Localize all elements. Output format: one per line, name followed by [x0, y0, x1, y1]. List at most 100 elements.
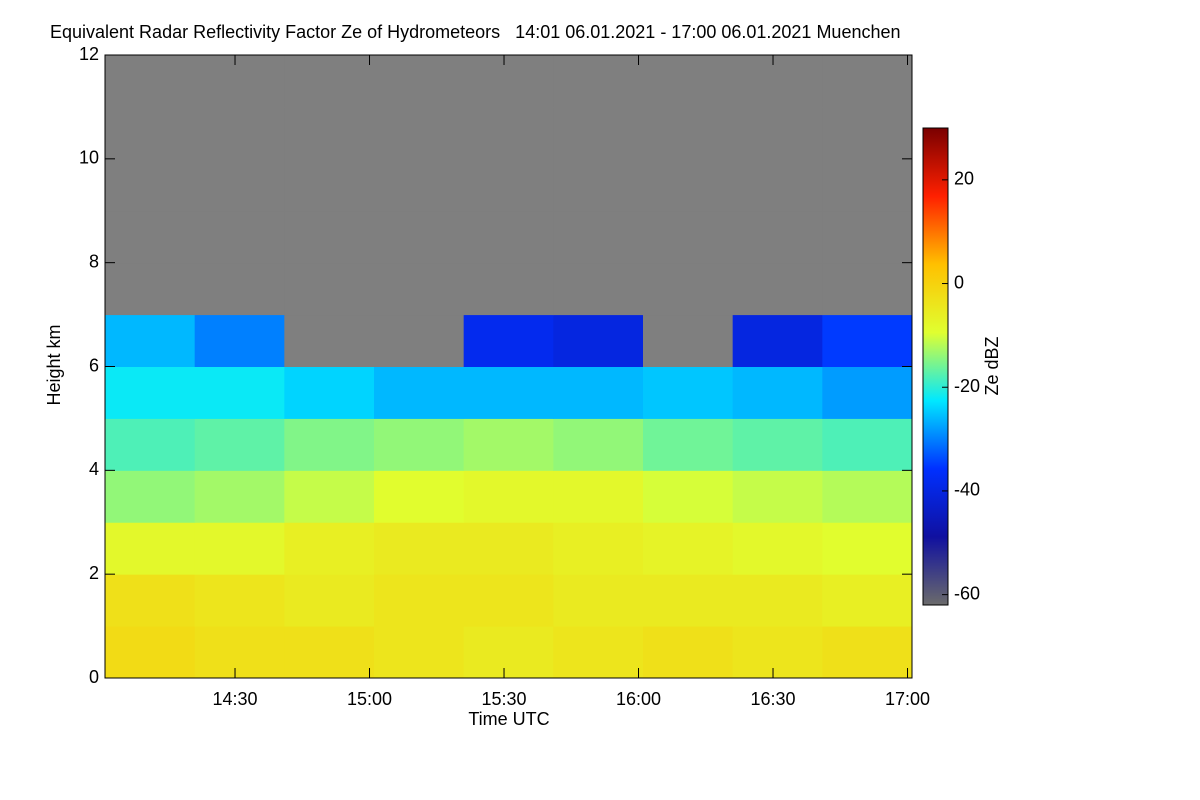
- heatmap-cell: [374, 262, 465, 316]
- heatmap-cell: [463, 522, 554, 575]
- heatmap-cell: [822, 574, 913, 627]
- heatmap-cell: [643, 418, 734, 471]
- heatmap-cell: [643, 106, 734, 160]
- heatmap-cell: [463, 158, 554, 212]
- heatmap-cell: [643, 314, 734, 367]
- heatmap-cell: [732, 522, 823, 575]
- x-tick-label: 14:30: [212, 689, 257, 709]
- heatmap-cell: [463, 106, 554, 160]
- heatmap-cell: [194, 418, 285, 471]
- heatmap-cell: [553, 158, 644, 212]
- heatmap-cell: [732, 314, 823, 367]
- heatmap-cell: [374, 366, 465, 419]
- heatmap-cell: [643, 55, 734, 108]
- heatmap-cell: [105, 366, 196, 419]
- heatmap-cell: [732, 55, 823, 108]
- heatmap-cell: [822, 314, 913, 367]
- heatmap-cell: [194, 210, 285, 264]
- heatmap-cell: [284, 314, 375, 367]
- heatmap-cell: [732, 106, 823, 160]
- heatmap-cell: [105, 314, 196, 367]
- heatmap-cell: [194, 574, 285, 627]
- heatmap-cell: [284, 574, 375, 627]
- heatmap-cell: [284, 366, 375, 419]
- heatmap-cell: [822, 106, 913, 160]
- heatmap-cell: [463, 626, 554, 679]
- heatmap-cell: [822, 470, 913, 523]
- heatmap-cell: [732, 418, 823, 471]
- heatmap-cell: [643, 210, 734, 264]
- y-axis-label: Height km: [44, 324, 64, 405]
- heatmap-cell: [105, 262, 196, 316]
- heatmap-cell: [463, 210, 554, 264]
- colorbar-tick-label: -60: [954, 583, 980, 603]
- heatmap-cell: [822, 626, 913, 679]
- heatmap-cell: [374, 418, 465, 471]
- y-tick-label: 6: [89, 355, 99, 375]
- heatmap-cell: [194, 314, 285, 367]
- heatmap-cell: [553, 574, 644, 627]
- heatmap-cell: [374, 522, 465, 575]
- heatmap-cell: [553, 262, 644, 316]
- heatmap-cell: [822, 262, 913, 316]
- heatmap-cell: [194, 626, 285, 679]
- heatmap-cell: [553, 366, 644, 419]
- heatmap-cell: [374, 470, 465, 523]
- heatmap-cell: [643, 158, 734, 212]
- heatmap-cell: [553, 314, 644, 367]
- heatmap-cell: [105, 470, 196, 523]
- heatmap-cell: [463, 314, 554, 367]
- heatmap-cell: [105, 522, 196, 575]
- heatmap-cell: [732, 626, 823, 679]
- y-tick-label: 4: [89, 459, 99, 479]
- colorbar-tick-label: 20: [954, 169, 974, 189]
- heatmap-cell: [374, 626, 465, 679]
- heatmap-cell: [643, 262, 734, 316]
- heatmap-cell: [374, 314, 465, 367]
- x-tick-label: 17:00: [885, 689, 930, 709]
- heatmap-cell: [553, 522, 644, 575]
- heatmap-cell: [463, 55, 554, 108]
- heatmap-cell: [732, 210, 823, 264]
- heatmap-cell: [284, 626, 375, 679]
- chart-title: Equivalent Radar Reflectivity Factor Ze …: [50, 22, 901, 42]
- heatmap-cell: [643, 366, 734, 419]
- heatmap-cell: [105, 106, 196, 160]
- y-tick-label: 0: [89, 667, 99, 687]
- colorbar-tick-label: -40: [954, 480, 980, 500]
- heatmap-cell: [105, 418, 196, 471]
- heatmap-cell: [284, 522, 375, 575]
- heatmap-cell: [822, 55, 913, 108]
- heatmap-cell: [643, 574, 734, 627]
- heatmap-cell: [105, 626, 196, 679]
- heatmap-cell: [822, 366, 913, 419]
- heatmap-cell: [374, 210, 465, 264]
- heatmap-cell: [732, 574, 823, 627]
- heatmap-cell: [284, 55, 375, 108]
- x-tick-label: 15:00: [347, 689, 392, 709]
- heatmap-cell: [822, 158, 913, 212]
- heatmap-cell: [732, 262, 823, 316]
- y-tick-label: 2: [89, 563, 99, 583]
- x-tick-label: 15:30: [481, 689, 526, 709]
- heatmap-cell: [463, 418, 554, 471]
- heatmap-cell: [822, 418, 913, 471]
- heatmap-cell: [553, 55, 644, 108]
- heatmap-cell: [284, 418, 375, 471]
- heatmap-cell: [643, 470, 734, 523]
- heatmap-cell: [732, 470, 823, 523]
- heatmap-cell: [284, 470, 375, 523]
- y-tick-label: 12: [79, 44, 99, 64]
- heatmap-cell: [284, 106, 375, 160]
- heatmap-cell: [822, 210, 913, 264]
- y-tick-label: 8: [89, 251, 99, 271]
- heatmap-cell: [374, 55, 465, 108]
- heatmap-cell: [284, 158, 375, 212]
- colorbar: [922, 127, 949, 606]
- heatmap-cell: [105, 158, 196, 212]
- heatmap-cell: [553, 210, 644, 264]
- heatmap-cell: [105, 574, 196, 627]
- heatmap-cell: [463, 262, 554, 316]
- heatmap-cell: [194, 55, 285, 108]
